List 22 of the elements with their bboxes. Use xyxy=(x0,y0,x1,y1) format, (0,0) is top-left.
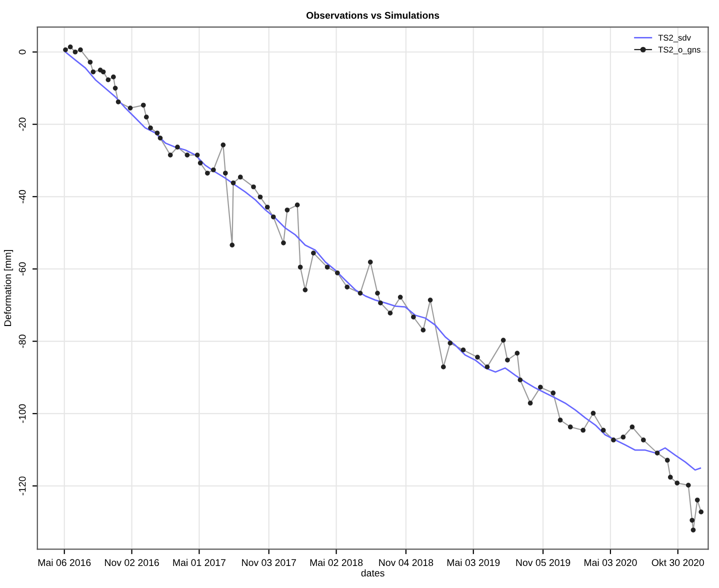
y-axis-title: Deformation [mm] xyxy=(4,250,14,326)
x-tick-label: Mai 02 2018 xyxy=(310,558,363,566)
x-tick-label: Mai 03 2019 xyxy=(447,558,500,566)
y-tick-label: -100 xyxy=(18,404,26,423)
y-tick-label: -120 xyxy=(18,476,26,496)
x-tick-label: Nov 02 2016 xyxy=(105,559,159,566)
y-tick-label: -80 xyxy=(18,334,26,348)
x-tick-label: Nov 04 2018 xyxy=(379,559,434,566)
legend-label: TS2_o_gns xyxy=(658,46,700,54)
x-axis-title: dates xyxy=(361,569,384,577)
x-tick-label: Okt 30 2020 xyxy=(652,558,704,566)
x-tick-label: Mai 03 2020 xyxy=(584,558,637,566)
x-tick-label: Mai 06 2016 xyxy=(38,558,91,566)
y-tick-label: -40 xyxy=(18,190,26,204)
x-tick-label: Nov 05 2019 xyxy=(516,559,570,566)
legend-label: TS2_sdv xyxy=(658,34,691,42)
x-tick-label: Mai 01 2017 xyxy=(173,558,226,566)
x-tick-label: Nov 03 2017 xyxy=(242,559,296,566)
chart-title: Observations vs Simulations xyxy=(306,12,440,19)
y-tick-label: -60 xyxy=(18,262,26,276)
y-tick-label: 0 xyxy=(18,50,26,54)
y-tick-label: -20 xyxy=(18,118,26,131)
